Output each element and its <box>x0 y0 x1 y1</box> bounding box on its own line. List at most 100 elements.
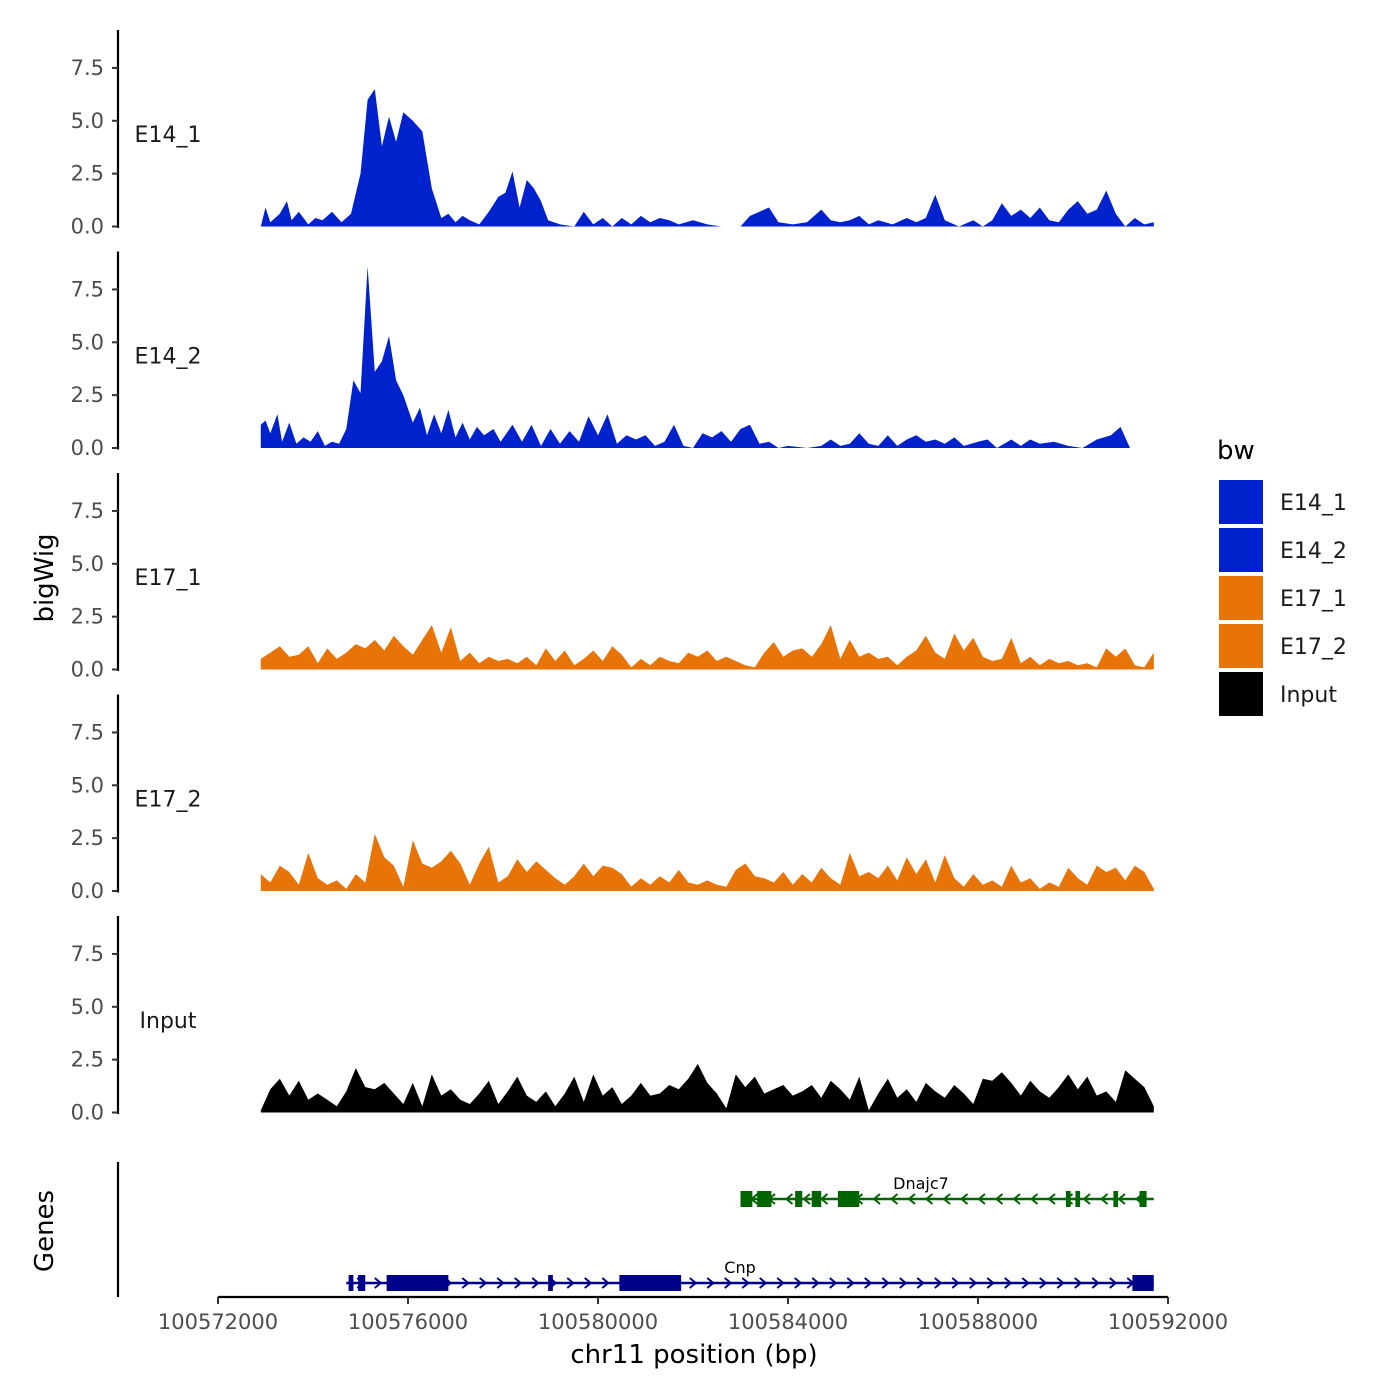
gene-track: Dnajc7 Cnp <box>116 1162 1154 1297</box>
strand-arrow <box>479 1277 488 1289</box>
track-e17-2: 0.0 2.5 5.0 7.5 E17_2 <box>71 694 1154 903</box>
gene-exon <box>358 1275 366 1291</box>
strand-arrow <box>916 1277 925 1289</box>
track-label: Input <box>140 1009 197 1034</box>
strand-arrow <box>942 1193 951 1205</box>
gene-label: Cnp <box>724 1258 755 1277</box>
y-tick-label: 2.5 <box>71 826 104 850</box>
signal-area-e14-1 <box>260 89 1154 227</box>
legend-label: E14_1 <box>1280 491 1347 516</box>
strand-arrow <box>802 1193 811 1205</box>
gene-exon <box>811 1191 822 1207</box>
strand-arrow <box>1056 1277 1065 1289</box>
strand-arrow <box>374 1277 383 1289</box>
y-tick-label: 5.0 <box>71 995 104 1019</box>
strand-arrow <box>1117 1193 1126 1205</box>
strand-arrow <box>1109 1277 1118 1289</box>
legend-label: E14_2 <box>1280 539 1347 564</box>
gene-exon <box>1139 1191 1147 1207</box>
y-tick-label: 7.5 <box>71 277 104 301</box>
signal-area-e17-1 <box>260 625 1154 670</box>
legend: bw E14_1 E14_2 E17_1 E17_2 Input <box>1217 436 1347 716</box>
strand-arrow <box>496 1277 505 1289</box>
gene-exon <box>1113 1191 1119 1207</box>
x-tick-label: 100572000 <box>158 1310 278 1334</box>
strand-arrow <box>951 1277 960 1289</box>
gene-exon <box>757 1191 772 1207</box>
gene-label: Dnajc7 <box>893 1174 949 1193</box>
strand-arrow <box>1091 1277 1100 1289</box>
strand-arrow <box>1021 1277 1030 1289</box>
legend-key-e14-2 <box>1219 528 1263 572</box>
gene-exon <box>795 1191 803 1207</box>
strand-arrow <box>601 1277 610 1289</box>
strand-arrow <box>819 1193 829 1205</box>
y-tick-label: 0.0 <box>71 436 104 460</box>
strand-arrow <box>724 1277 733 1289</box>
strand-arrow <box>959 1193 969 1205</box>
bigwig-tracks: 0.0 2.5 5.0 7.5 E14_1 0.0 2.5 5.0 7.5 E14_2 0.0 2.5… <box>71 30 1154 1125</box>
legend-key-input <box>1219 672 1263 716</box>
y-tick-label: 2.5 <box>71 1048 104 1072</box>
gene-exon <box>740 1191 753 1207</box>
strand-arrow <box>994 1193 1004 1205</box>
strand-arrow <box>1047 1193 1056 1205</box>
strand-arrow <box>864 1277 873 1289</box>
y-tick-label: 5.0 <box>71 109 104 133</box>
strand-arrow <box>846 1277 855 1289</box>
strand-arrow <box>566 1277 575 1289</box>
gene-cnp: Cnp <box>346 1258 1154 1291</box>
y-tick-label: 7.5 <box>71 499 104 523</box>
y-tick-label: 7.5 <box>71 720 104 744</box>
strand-arrow <box>811 1277 820 1289</box>
x-axis-title: chr11 position (bp) <box>570 1340 817 1370</box>
y-tick-label: 7.5 <box>71 942 104 966</box>
x-axis: 100572000 100576000 100580000 100584000 1005… <box>158 1295 1228 1334</box>
strand-arrow <box>907 1193 916 1205</box>
y-tick-label: 0.0 <box>71 1101 104 1125</box>
legend-key-e14-1 <box>1219 480 1263 524</box>
y-tick-label: 5.0 <box>71 773 104 797</box>
x-tick-label: 100588000 <box>918 1310 1038 1334</box>
strand-arrow <box>531 1277 540 1289</box>
strand-arrow <box>1012 1193 1021 1205</box>
legend-key-e17-1 <box>1219 576 1263 620</box>
y-tick-label: 5.0 <box>71 552 104 576</box>
strand-arrow <box>584 1277 593 1289</box>
strand-arrow <box>784 1193 794 1205</box>
track-input: 0.0 2.5 5.0 7.5 Input <box>71 916 1154 1125</box>
gene-exon <box>386 1275 449 1291</box>
x-tick-label: 100576000 <box>348 1310 468 1334</box>
track-e14-1: 0.0 2.5 5.0 7.5 E14_1 <box>71 30 1154 239</box>
strand-arrow <box>514 1277 523 1289</box>
strand-arrow <box>759 1277 768 1289</box>
gene-exon <box>1132 1275 1154 1291</box>
y-tick-label: 2.5 <box>71 605 104 629</box>
gene-dnajc7: Dnajc7 <box>740 1174 1154 1207</box>
y-tick-label: 5.0 <box>71 330 104 354</box>
strand-arrow <box>1029 1193 1039 1205</box>
y-tick-label: 0.0 <box>71 658 104 682</box>
signal-area-e17-2 <box>260 833 1154 891</box>
x-tick-label: 100584000 <box>728 1310 848 1334</box>
strand-arrow <box>977 1193 986 1205</box>
strand-arrow <box>794 1277 803 1289</box>
strand-arrow <box>741 1277 750 1289</box>
signal-area-e14-2 <box>260 266 1130 448</box>
strand-arrow <box>1039 1277 1048 1289</box>
y-tick-label: 0.0 <box>71 879 104 903</box>
strand-arrow <box>1082 1193 1091 1205</box>
legend-label: E17_1 <box>1280 587 1347 612</box>
strand-arrow <box>461 1277 470 1289</box>
gene-exon <box>619 1275 682 1291</box>
strand-arrow <box>934 1277 943 1289</box>
strand-arrow <box>872 1193 881 1205</box>
track-label: E14_1 <box>135 123 202 148</box>
strand-arrow <box>924 1193 934 1205</box>
gene-track-title: Genes <box>30 1190 60 1272</box>
gene-exon <box>1065 1191 1071 1207</box>
strand-arrow <box>1099 1193 1109 1205</box>
x-tick-label: 100592000 <box>1108 1310 1228 1334</box>
y-tick-label: 0.0 <box>71 215 104 239</box>
